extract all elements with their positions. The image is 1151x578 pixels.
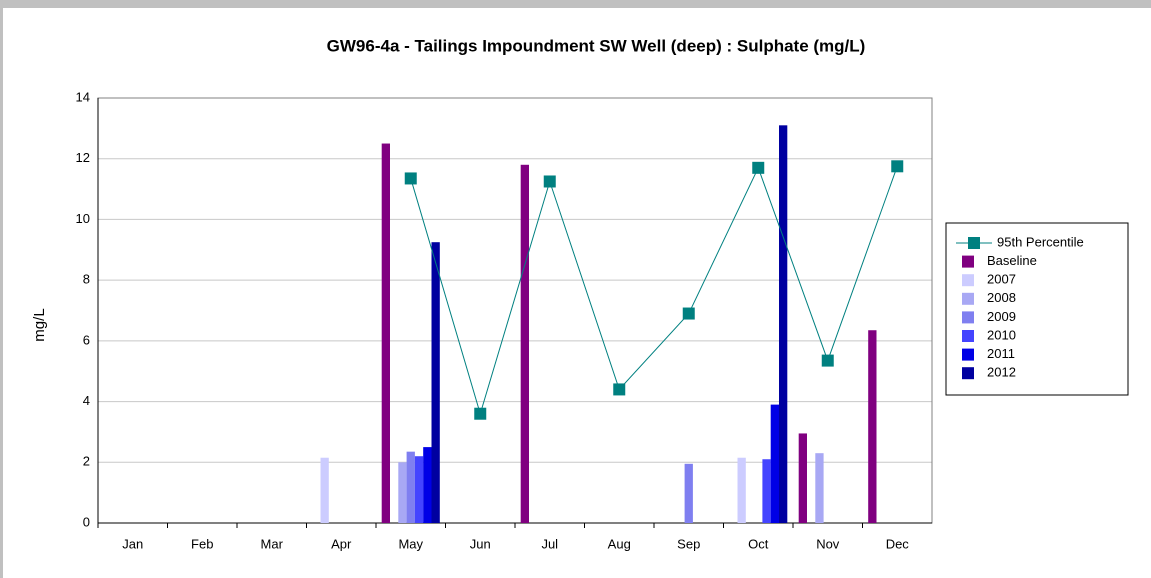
legend-label: 2009 <box>987 309 1016 324</box>
marker <box>404 172 417 185</box>
x-tick-label: Mar <box>261 536 284 551</box>
x-tick-label: Jun <box>470 536 491 551</box>
legend-swatch <box>962 367 974 380</box>
marker <box>682 307 695 320</box>
x-tick-label: Dec <box>886 536 910 551</box>
x-tick-label: Jan <box>122 536 143 551</box>
x-tick-label: Aug <box>608 536 631 551</box>
marker <box>891 160 904 173</box>
legend-marker <box>968 237 980 249</box>
x-tick-label: Oct <box>748 536 769 551</box>
y-tick-label: 8 <box>83 272 90 287</box>
legend-label: 2008 <box>987 290 1016 305</box>
bar <box>684 463 693 523</box>
bar <box>762 459 771 523</box>
x-tick-label: May <box>398 536 423 551</box>
marker <box>752 161 765 174</box>
bar <box>798 433 807 523</box>
bar <box>779 125 788 524</box>
x-tick-label: Apr <box>331 536 352 551</box>
marker <box>543 175 556 188</box>
y-tick-label: 4 <box>83 393 90 408</box>
y-tick-label: 12 <box>76 150 90 165</box>
x-tick-label: Nov <box>816 536 840 551</box>
legend-label: 2010 <box>987 327 1016 342</box>
legend-swatch <box>962 311 974 324</box>
legend-swatch <box>962 348 974 361</box>
y-axis-label: mg/L <box>31 308 48 341</box>
bar <box>423 447 432 523</box>
bar <box>320 457 329 523</box>
marker <box>474 407 487 420</box>
bar <box>406 451 415 523</box>
legend-swatch <box>962 255 974 268</box>
y-tick-label: 14 <box>76 89 90 104</box>
chart-title: GW96-4a - Tailings Impoundment SW Well (… <box>327 36 866 55</box>
legend-label: 2007 <box>987 272 1016 287</box>
y-tick-label: 6 <box>83 332 90 347</box>
bar <box>520 164 529 524</box>
legend-label: 95th Percentile <box>997 234 1084 249</box>
x-tick-label: Sep <box>677 536 700 551</box>
legend-box <box>945 222 1129 396</box>
legend-swatch <box>962 292 974 305</box>
bar <box>398 462 407 523</box>
legend-label: 2012 <box>987 365 1016 380</box>
y-tick-label: 2 <box>83 454 90 469</box>
bar <box>868 330 877 523</box>
bar <box>815 453 824 523</box>
bar <box>431 242 440 524</box>
x-tick-label: Jul <box>541 536 558 551</box>
x-tick-label: Feb <box>191 536 213 551</box>
marker <box>821 354 834 367</box>
bar <box>414 456 424 523</box>
bar <box>737 457 746 523</box>
marker <box>613 383 626 396</box>
left-border <box>0 0 3 578</box>
legend-swatch <box>962 274 974 287</box>
y-tick-label: 10 <box>76 211 90 226</box>
legend-label: 2011 <box>987 346 1015 361</box>
y-tick-label: 0 <box>83 514 90 529</box>
legend-swatch <box>962 330 974 342</box>
line <box>410 166 898 416</box>
top-border <box>0 0 1151 8</box>
bar <box>381 143 390 524</box>
legend-label: Baseline <box>987 253 1037 268</box>
bar <box>770 404 779 523</box>
